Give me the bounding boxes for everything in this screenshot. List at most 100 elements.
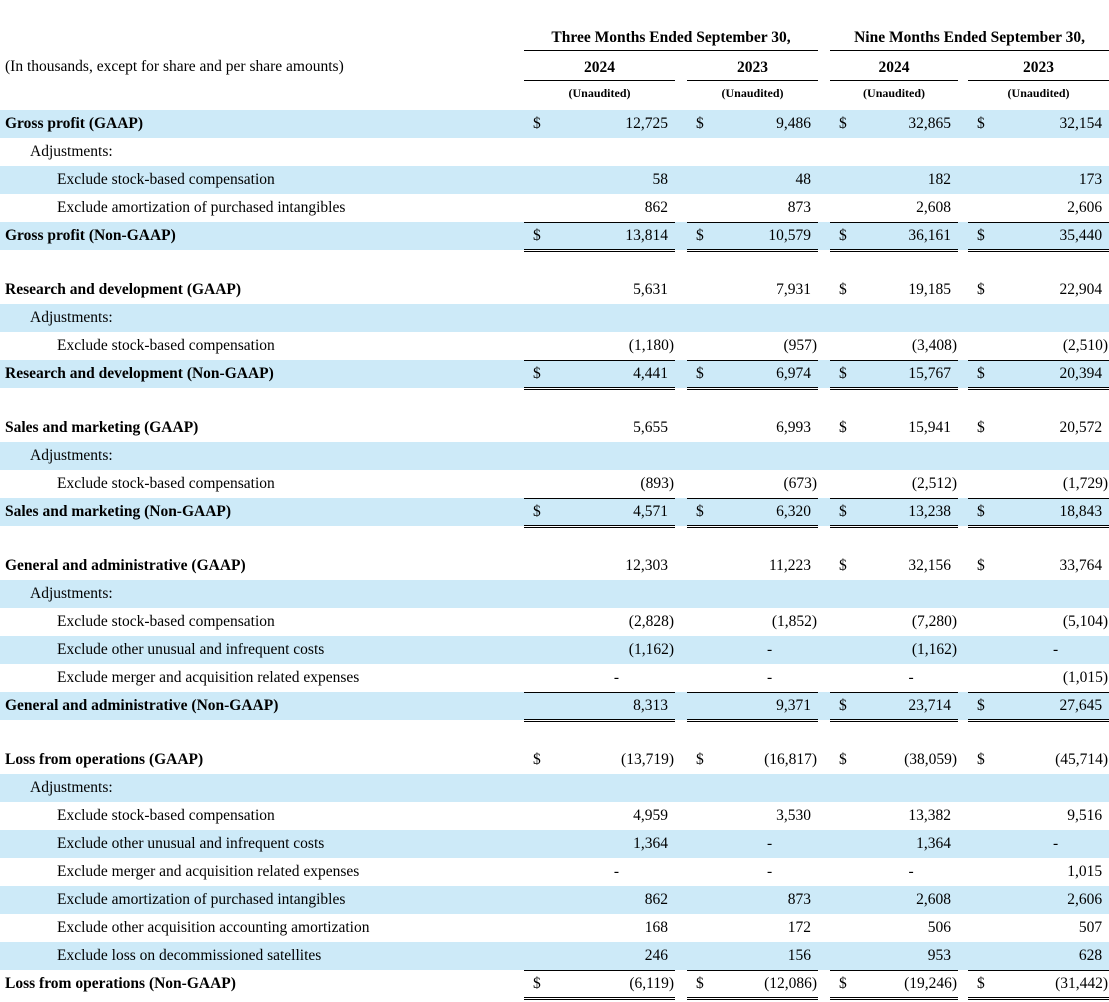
- currency-symbol: $: [687, 222, 721, 252]
- amount: (2,510): [1002, 332, 1109, 361]
- currency-symbol: [687, 830, 721, 858]
- currency-symbol: [830, 774, 864, 802]
- adjustment-row: Exclude stock-based compensation (1,180) (…: [0, 332, 1109, 361]
- currency-symbol: $: [533, 751, 541, 768]
- currency-symbol: [687, 886, 721, 914]
- currency-symbol: $: [830, 498, 865, 528]
- currency-symbol: [687, 552, 721, 580]
- amount: 3,530: [776, 807, 812, 824]
- amount: (1,162): [628, 641, 674, 658]
- row-label: Adjustments:: [30, 779, 113, 796]
- amount: (1,180): [558, 332, 675, 361]
- currency-symbol: [968, 802, 1002, 830]
- currency-symbol: [524, 774, 558, 802]
- amount: [1002, 442, 1109, 470]
- adjustment-row: Exclude other unusual and infrequent cos…: [0, 636, 1109, 664]
- amount: 628: [1002, 942, 1109, 971]
- amount: -: [1052, 641, 1059, 658]
- amount: [1002, 580, 1109, 608]
- row-label: General and administrative (Non-GAAP): [5, 697, 279, 714]
- currency-symbol: [687, 194, 721, 223]
- column-gap: [818, 470, 830, 498]
- amount: 1,015: [1067, 863, 1103, 880]
- column-gap: [675, 50, 687, 80]
- amount: (1,852): [771, 613, 818, 630]
- column-gap: [675, 774, 687, 802]
- column-gap: [818, 858, 830, 886]
- currency-symbol: [968, 664, 1003, 693]
- currency-symbol: $: [696, 115, 704, 132]
- column-gap: [675, 858, 687, 886]
- column-gap: [958, 50, 968, 80]
- currency-symbol: $: [533, 115, 541, 132]
- amount: [558, 138, 675, 166]
- column-gap: [675, 194, 687, 222]
- column-gap: [675, 886, 687, 914]
- amount: (12,086): [721, 970, 819, 1000]
- unaudited-label: (Unaudited): [721, 85, 784, 100]
- column-gap: [818, 830, 830, 858]
- column-gap: [675, 692, 687, 720]
- amount: -: [766, 641, 773, 658]
- column-gap: [818, 802, 830, 830]
- currency-symbol: $: [687, 498, 721, 528]
- currency-symbol: [830, 470, 865, 499]
- column-gap: [958, 80, 968, 110]
- column-gap: [958, 580, 968, 608]
- currency-symbol: [524, 580, 558, 608]
- column-gap: [958, 414, 968, 442]
- row-label: Research and development (GAAP): [5, 281, 242, 298]
- row-label: Exclude stock-based compensation: [57, 337, 275, 354]
- adjustments-header-row: Adjustments:: [0, 138, 1109, 166]
- column-gap: [675, 970, 687, 998]
- currency-symbol: [830, 636, 864, 664]
- unaudited-label: (Unaudited): [568, 85, 631, 100]
- column-gap: [958, 166, 968, 194]
- column-gap: [818, 886, 830, 914]
- column-gap: [958, 110, 968, 138]
- spacer-cell: [0, 250, 1109, 276]
- currency-symbol: [968, 942, 1003, 971]
- currency-symbol: [687, 166, 721, 194]
- year-header: 2023: [687, 50, 819, 81]
- currency-symbol: [524, 692, 558, 722]
- amount: 9,371: [721, 692, 819, 722]
- currency-symbol: [968, 830, 1002, 858]
- column-gap: [958, 858, 968, 886]
- amount: [1002, 774, 1109, 802]
- adjustment-row: Exclude stock-based compensation (2,828) (…: [0, 608, 1109, 636]
- unaudited-row: (Unaudited) (Unaudited) (Unaudited) (Una…: [0, 80, 1109, 110]
- currency-symbol: $: [977, 281, 985, 298]
- currency-symbol: [830, 664, 865, 693]
- amount: 20,572: [1059, 419, 1103, 436]
- amount: -: [766, 835, 773, 852]
- amount: -: [864, 664, 959, 693]
- total-row: General and administrative (Non-GAAP) 8,3…: [0, 692, 1109, 722]
- row-label: Exclude merger and acquisition related e…: [57, 669, 360, 686]
- adjustments-header-row: Adjustments:: [0, 304, 1109, 332]
- amount: (1,015): [1002, 664, 1109, 693]
- currency-symbol: [830, 830, 864, 858]
- column-gap: [958, 332, 968, 360]
- column-gap: [958, 942, 968, 970]
- amount: 156: [721, 942, 819, 971]
- currency-symbol: $: [830, 970, 865, 1000]
- column-gap: [958, 746, 968, 774]
- currency-symbol: $: [968, 970, 1003, 1000]
- amount: [864, 442, 958, 470]
- spacer-cell: [0, 720, 1109, 746]
- amount: -: [766, 863, 773, 880]
- currency-symbol: $: [524, 360, 558, 390]
- amount: 20,394: [1002, 360, 1109, 390]
- column-gap: [818, 746, 830, 774]
- row-label: Research and development (Non-GAAP): [5, 365, 274, 382]
- spacer-cell: [0, 526, 1109, 552]
- row-label: Adjustments:: [30, 143, 113, 160]
- currency-symbol: [687, 138, 721, 166]
- amount: [721, 138, 818, 166]
- amount: 8,313: [558, 692, 675, 722]
- currency-symbol: [687, 442, 721, 470]
- amount: -: [721, 664, 819, 693]
- column-gap: [675, 608, 687, 636]
- amount: 32,156: [908, 557, 952, 574]
